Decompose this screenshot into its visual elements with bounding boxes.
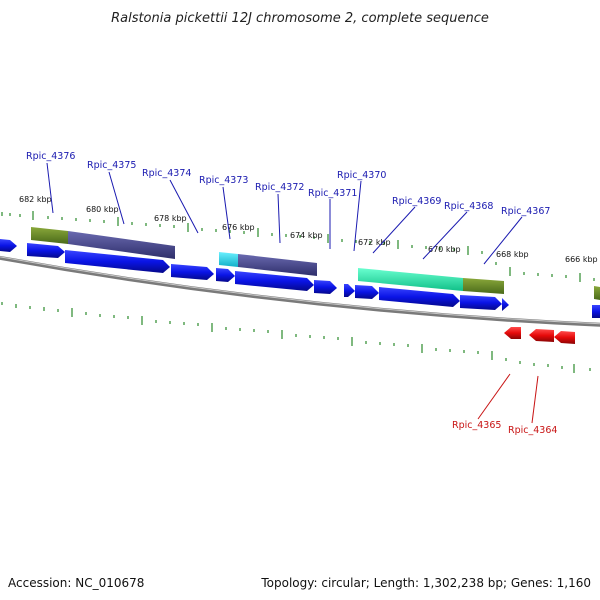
scale-label: 668 kbp bbox=[496, 250, 529, 259]
topology-summary: Topology: circular; Length: 1,302,238 bp… bbox=[260, 576, 591, 590]
gene-arrow[interactable] bbox=[554, 331, 575, 344]
feature-track bbox=[31, 227, 600, 300]
reverse-gene-track bbox=[504, 327, 575, 344]
chromosome-backbone-highlight bbox=[0, 256, 600, 325]
feature-block[interactable] bbox=[238, 254, 317, 276]
feature-block[interactable] bbox=[594, 286, 600, 300]
gene-label[interactable]: Rpic_4373 bbox=[199, 175, 248, 186]
gene-label[interactable]: Rpic_4372 bbox=[255, 182, 304, 193]
gene-arrow[interactable] bbox=[502, 298, 509, 311]
feature-block[interactable] bbox=[68, 231, 175, 259]
gene-arrow[interactable] bbox=[592, 305, 600, 318]
gene-label[interactable]: Rpic_4365 bbox=[452, 420, 501, 431]
gene-arrow[interactable] bbox=[65, 250, 170, 273]
gene-arrow[interactable] bbox=[314, 280, 337, 294]
gene-arrow[interactable] bbox=[460, 295, 502, 310]
scale-label: 674 kbp bbox=[290, 231, 323, 240]
feature-block[interactable] bbox=[219, 252, 238, 267]
scale-label: 678 kbp bbox=[154, 214, 187, 223]
gene-label[interactable]: Rpic_4367 bbox=[501, 206, 550, 217]
scale-labels: 682 kbp 680 kbp 678 kbp 676 kbp 674 kbp … bbox=[19, 195, 598, 264]
scale-label: 670 kbp bbox=[428, 245, 461, 254]
scale-label: 672 kbp bbox=[358, 238, 391, 247]
gene-label[interactable]: Rpic_4369 bbox=[392, 196, 441, 207]
lower-scale-ticks bbox=[1, 302, 591, 373]
scale-label: 666 kbp bbox=[565, 255, 598, 264]
chromosome-backbone bbox=[0, 255, 600, 327]
gene-arrow[interactable] bbox=[171, 264, 214, 280]
gene-arrow[interactable] bbox=[235, 271, 314, 291]
gene-arrow[interactable] bbox=[529, 329, 554, 342]
gene-arrow[interactable] bbox=[379, 287, 460, 307]
forward-leader-lines bbox=[46, 162, 523, 265]
gene-arrow[interactable] bbox=[27, 243, 65, 258]
accession-label: Accession: NC_010678 bbox=[8, 576, 144, 590]
gene-label[interactable]: Rpic_4364 bbox=[508, 425, 557, 436]
forward-gene-track bbox=[0, 239, 600, 318]
gene-arrow[interactable] bbox=[0, 239, 17, 252]
forward-gene-labels: Rpic_4376 Rpic_4375 Rpic_4374 Rpic_4373 … bbox=[26, 151, 550, 217]
reverse-gene-labels: Rpic_4365 Rpic_4364 bbox=[452, 420, 557, 436]
gene-arrow[interactable] bbox=[504, 327, 521, 339]
map-title: Ralstonia pickettii 12J chromosome 2, co… bbox=[111, 11, 489, 26]
feature-block[interactable] bbox=[463, 278, 504, 294]
gene-arrow[interactable] bbox=[355, 285, 379, 299]
gene-label[interactable]: Rpic_4371 bbox=[308, 188, 357, 199]
gene-label[interactable]: Rpic_4374 bbox=[142, 168, 191, 179]
feature-block[interactable] bbox=[358, 268, 463, 291]
gene-arrow[interactable] bbox=[344, 284, 355, 297]
gene-label[interactable]: Rpic_4368 bbox=[444, 201, 493, 212]
reverse-leader-lines bbox=[477, 373, 539, 424]
upper-scale-ticks bbox=[1, 211, 595, 282]
feature-block[interactable] bbox=[31, 227, 68, 244]
gene-label[interactable]: Rpic_4376 bbox=[26, 151, 75, 162]
scale-label: 676 kbp bbox=[222, 223, 255, 232]
gene-label[interactable]: Rpic_4375 bbox=[87, 160, 136, 171]
gene-arrow[interactable] bbox=[216, 268, 235, 282]
gene-label[interactable]: Rpic_4370 bbox=[337, 170, 386, 181]
scale-label: 680 kbp bbox=[86, 205, 119, 214]
scale-label: 682 kbp bbox=[19, 195, 52, 204]
